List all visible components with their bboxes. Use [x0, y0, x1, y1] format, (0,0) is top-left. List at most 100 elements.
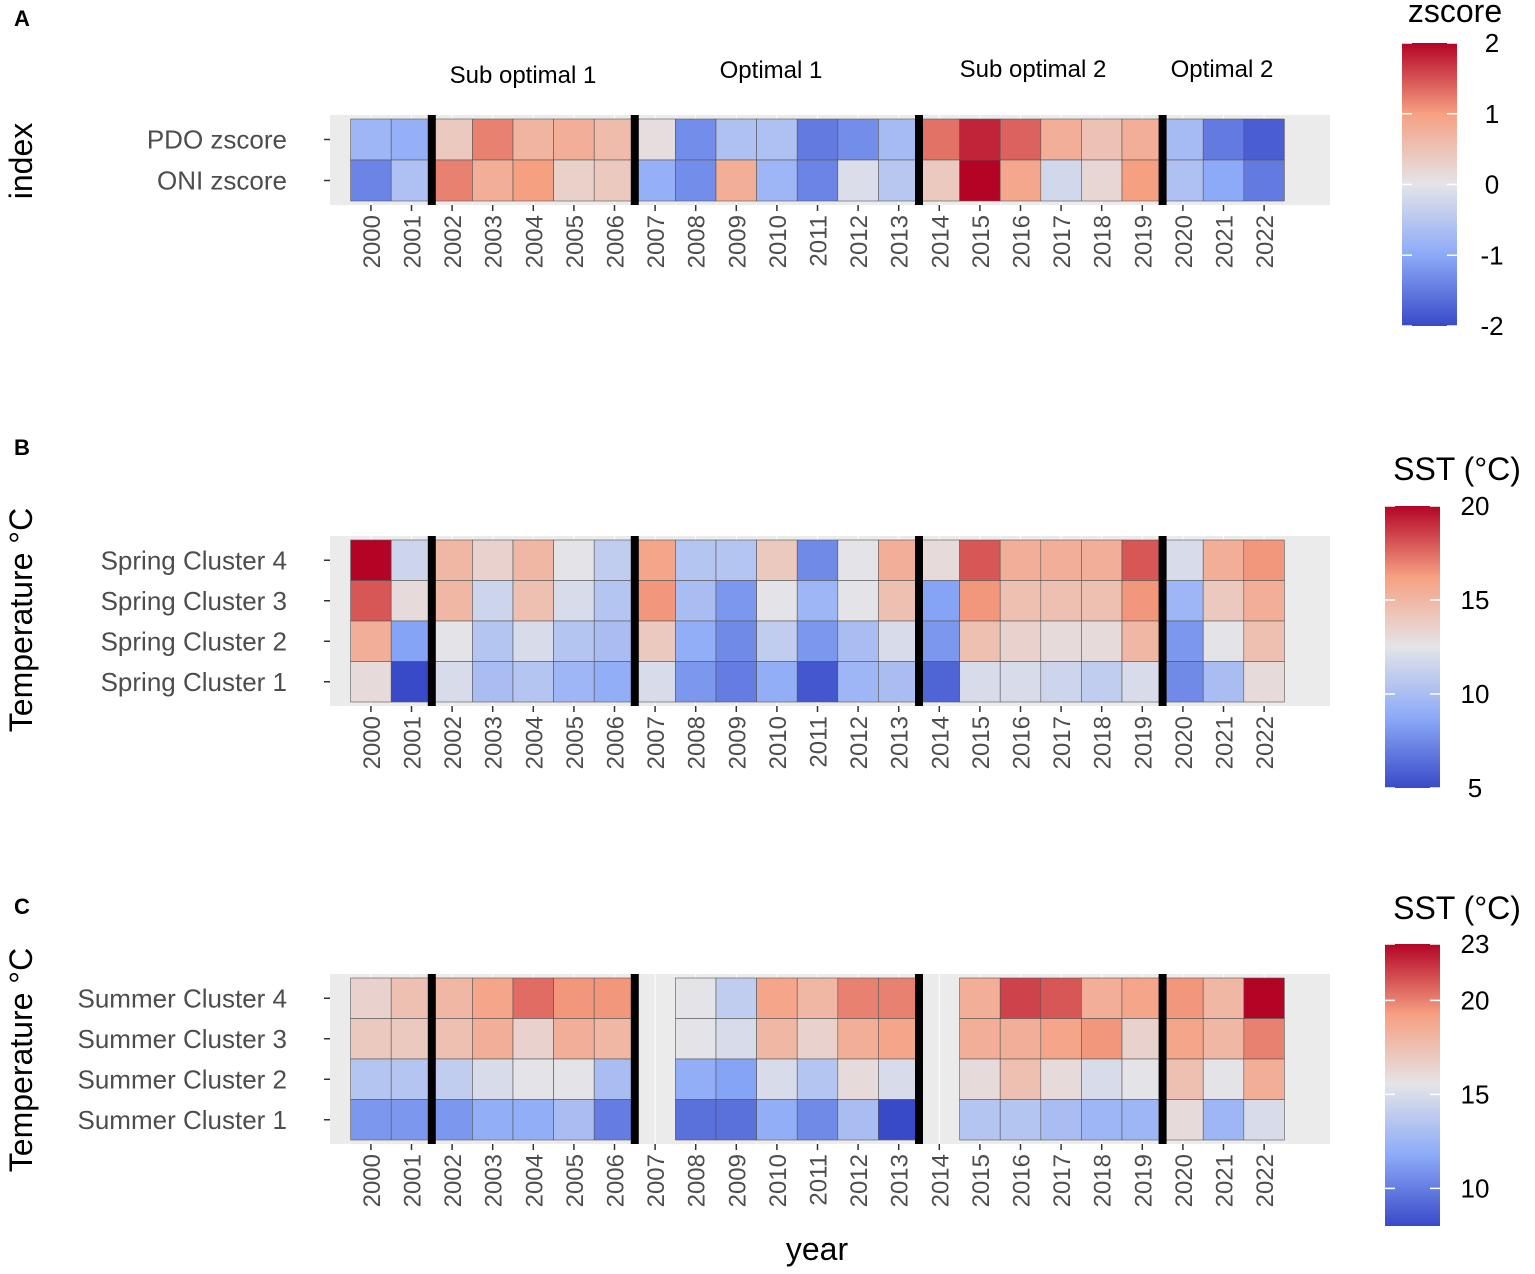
- heatmap-tile: [593, 580, 636, 622]
- panel-letter: B: [14, 435, 30, 460]
- legend-tick-label: 1: [1485, 99, 1499, 129]
- heatmap-tile: [796, 118, 839, 161]
- year-tick-label: 2009: [724, 1154, 751, 1207]
- heatmap-tile: [1243, 118, 1285, 161]
- heatmap-tile: [918, 620, 960, 662]
- heatmap-tile: [593, 620, 636, 662]
- heatmap-tile: [1243, 159, 1285, 202]
- year-tick-label: 2004: [521, 1154, 548, 1207]
- heatmap-tile: [1121, 661, 1163, 703]
- year-tick-label: 2001: [400, 1154, 427, 1207]
- heatmap-tile: [512, 539, 554, 581]
- year-tick-label: 2013: [887, 1154, 914, 1207]
- heatmap-tile: [553, 620, 595, 662]
- heatmap-tile: [1081, 159, 1123, 202]
- row-label: Summer Cluster 1: [78, 1105, 288, 1135]
- year-tick-label: 2002: [440, 215, 467, 268]
- heatmap-tile: [1243, 1018, 1285, 1060]
- heatmap-tile: [878, 661, 920, 703]
- year-tick-label: 2004: [521, 215, 548, 268]
- legend-title: zscore: [1408, 0, 1502, 29]
- heatmap-tile: [959, 620, 1001, 662]
- year-tick-label: 2017: [1049, 215, 1076, 268]
- legend-colorbar: [1385, 944, 1440, 1226]
- year-tick-label: 2000: [359, 716, 386, 769]
- heatmap-tile: [796, 539, 839, 581]
- heatmap-tile: [1243, 539, 1285, 581]
- heatmap-tile: [553, 1058, 595, 1100]
- year-tick-label: 2013: [887, 215, 914, 268]
- heatmap-tile: [1162, 661, 1204, 703]
- heatmap-tile: [715, 1058, 757, 1100]
- panel-C: Summer Cluster 4 Summer Cluster 3 Summer C…: [3, 890, 1521, 1226]
- heatmap-tile: [999, 1018, 1042, 1060]
- heatmap-tile: [593, 1058, 636, 1100]
- year-tick-label: 2011: [806, 716, 833, 768]
- heatmap-tile: [512, 620, 554, 662]
- heatmap-tile: [512, 1018, 554, 1060]
- year-tick-label: 2000: [359, 1154, 386, 1207]
- heatmap-tile: [878, 580, 920, 622]
- heatmap-tile: [756, 620, 798, 662]
- y-axis-title: index: [3, 123, 39, 200]
- heatmap-tile: [796, 661, 839, 703]
- heatmap-tile: [878, 539, 920, 581]
- heatmap-tile: [837, 118, 879, 161]
- heatmap-tile: [878, 1058, 920, 1100]
- heatmap-tile: [1121, 159, 1163, 202]
- heatmap-tile: [350, 539, 392, 581]
- heatmap-tile: [1202, 1018, 1245, 1060]
- heatmap-tile: [999, 1058, 1042, 1100]
- heatmap-tile: [472, 1018, 514, 1060]
- year-tick-label: 2010: [765, 215, 792, 268]
- heatmap-tile: [593, 118, 636, 161]
- heatmap-tile: [878, 977, 920, 1019]
- row-label: ONI zscore: [157, 166, 287, 196]
- heatmap-tile: [512, 580, 554, 622]
- heatmap-tile: [553, 661, 595, 703]
- heatmap-tile: [350, 1099, 392, 1141]
- heatmap-tile: [1243, 1099, 1285, 1141]
- heatmap-tile: [878, 1018, 920, 1060]
- heatmap-tile: [390, 977, 433, 1019]
- heatmap-tile: [878, 159, 920, 202]
- heatmap-tile: [350, 661, 392, 703]
- legend-tick-label: 10: [1461, 679, 1490, 709]
- heatmap-tile: [918, 661, 960, 703]
- heatmap-tile: [390, 1058, 433, 1100]
- year-tick-label: 2016: [1009, 716, 1036, 769]
- year-tick-label: 2022: [1252, 716, 1279, 769]
- heatmap-tile: [1121, 1099, 1163, 1141]
- heatmap-tile: [675, 539, 717, 581]
- heatmap-tile: [1040, 580, 1082, 622]
- year-tick-label: 2007: [643, 1154, 670, 1207]
- heatmap-tile: [431, 620, 473, 662]
- heatmap-tile: [593, 977, 636, 1019]
- heatmap-tile: [959, 1058, 1001, 1100]
- heatmap-tile: [1121, 118, 1163, 161]
- heatmap-tile: [553, 580, 595, 622]
- heatmap-tile: [715, 620, 757, 662]
- heatmap-tile: [756, 159, 798, 202]
- heatmap-tile: [796, 1018, 839, 1060]
- legend-tick-label: 20: [1461, 985, 1490, 1015]
- heatmap-tile: [715, 539, 757, 581]
- heatmap-tile: [918, 118, 960, 161]
- heatmap-tile: [796, 1099, 839, 1141]
- legend-tick-label: 23: [1461, 929, 1490, 959]
- legend-tick-label: 2: [1485, 28, 1499, 58]
- heatmap-tile: [715, 661, 757, 703]
- panel-letter: C: [14, 894, 30, 919]
- heatmap-tile: [1040, 1058, 1082, 1100]
- year-tick-label: 2013: [887, 716, 914, 769]
- heatmap-tile: [390, 159, 433, 202]
- heatmap-tile: [675, 118, 717, 161]
- year-tick-label: 2009: [724, 215, 751, 268]
- legend-title: SST (°C): [1393, 890, 1521, 926]
- heatmap-tile: [837, 1018, 879, 1060]
- heatmap-tile: [959, 1099, 1001, 1141]
- heatmap-tile: [959, 118, 1001, 161]
- heatmap-tile: [431, 1018, 473, 1060]
- year-tick-label: 2000: [359, 215, 386, 268]
- legend-tick-label: 10: [1461, 1173, 1490, 1203]
